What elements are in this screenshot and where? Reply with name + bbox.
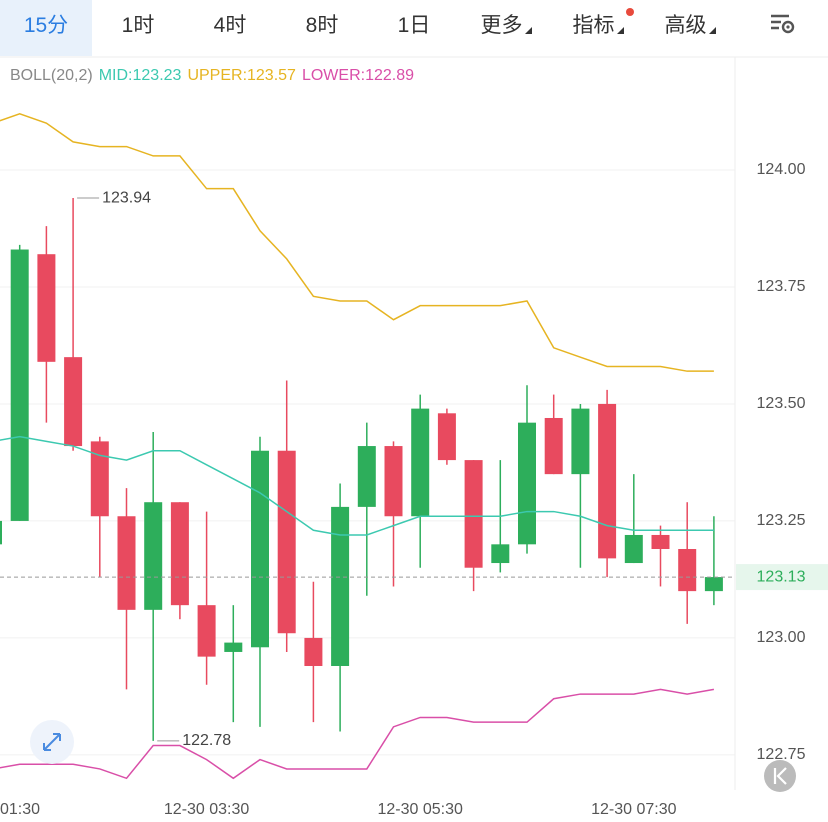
k-icon [773,767,787,785]
boll-line [0,113,714,372]
tab-advanced[interactable]: 高级 [644,0,736,56]
candle-body [37,254,56,362]
x-tick-label: 12-30 07:30 [591,801,677,818]
candle-body [10,249,29,521]
candle-body [678,549,697,592]
tab-more[interactable]: 更多 [460,0,552,56]
candle-body [571,408,590,475]
legend-lower: LOWER:122.89 [302,67,414,84]
settings-icon [771,14,795,34]
candle-body [544,417,563,475]
candle-body [0,520,2,545]
last-price-box [736,564,828,591]
max-label: 123.94 [102,189,151,206]
legend-upper: UPPER:123.57 [187,67,296,84]
indicator-legend: BOLL(20,2) MID:123.23 UPPER:123.57 LOWER… [10,67,414,84]
dropdown-caret [524,27,532,34]
candle-body [251,450,269,648]
x-tick-label: 12-30 05:30 [377,801,463,818]
candle-body [464,460,483,568]
y-tick-label: 123.00 [757,629,806,646]
candle-body [384,446,403,517]
expand-button[interactable] [30,720,74,764]
boll-line [0,688,715,780]
tab-indicator[interactable]: 指标 [552,0,644,56]
min-label: 122.78 [182,732,231,749]
candle-body [331,506,350,666]
button-bg [764,760,796,792]
candle-body [437,413,456,461]
expand-icon [43,733,61,751]
timeframe-tabs: 15分 1时 4时 8时 1日 更多 指标 高级 [0,0,828,56]
y-tick-label: 123.25 [757,512,806,529]
candle-body [277,450,296,634]
y-tick-label: 123.50 [757,395,806,412]
x-tick-label: 12-30 03:30 [164,801,250,818]
legend-mid: MID:123.23 [99,67,182,84]
tab[interactable]: 1时 [121,14,155,37]
candle-body [117,516,136,610]
candle-body [598,403,617,559]
candle-body [624,534,643,564]
tab[interactable]: 15分 [0,0,92,56]
candle-body [224,642,243,652]
candle-body [357,446,376,507]
x-tick-label: 01:30 [0,801,40,818]
candle-body [651,534,670,550]
tab[interactable]: 1日 [397,14,431,37]
candle-body [411,408,430,517]
tab[interactable]: 8时 [305,14,339,37]
candle-body [90,441,109,517]
candle-body [170,502,189,606]
y-tick-label: 124.00 [757,161,806,178]
tab[interactable]: 4时 [213,14,247,37]
indicator-name: BOLL(20,2) [10,67,93,84]
y-tick-label: 123.75 [757,278,806,295]
candle-body [197,605,216,657]
candle-body [64,357,83,447]
candle-body [304,637,323,666]
settings-button[interactable] [736,0,828,56]
tab-label: 高级 [664,14,707,37]
candle-body [491,544,510,564]
candle-body [704,577,723,592]
candle-body [518,422,536,545]
y-tick-label: 122.75 [757,746,806,763]
badge-dot [626,8,634,16]
boll-line [0,435,714,536]
last-price-label: 123.13 [757,568,806,585]
tab-label: 更多 [480,14,523,37]
kline-button[interactable] [764,760,796,792]
dropdown-caret [616,27,624,34]
dropdown-caret [708,27,716,34]
candle-body [144,502,163,610]
tab-label: 指标 [572,14,615,37]
